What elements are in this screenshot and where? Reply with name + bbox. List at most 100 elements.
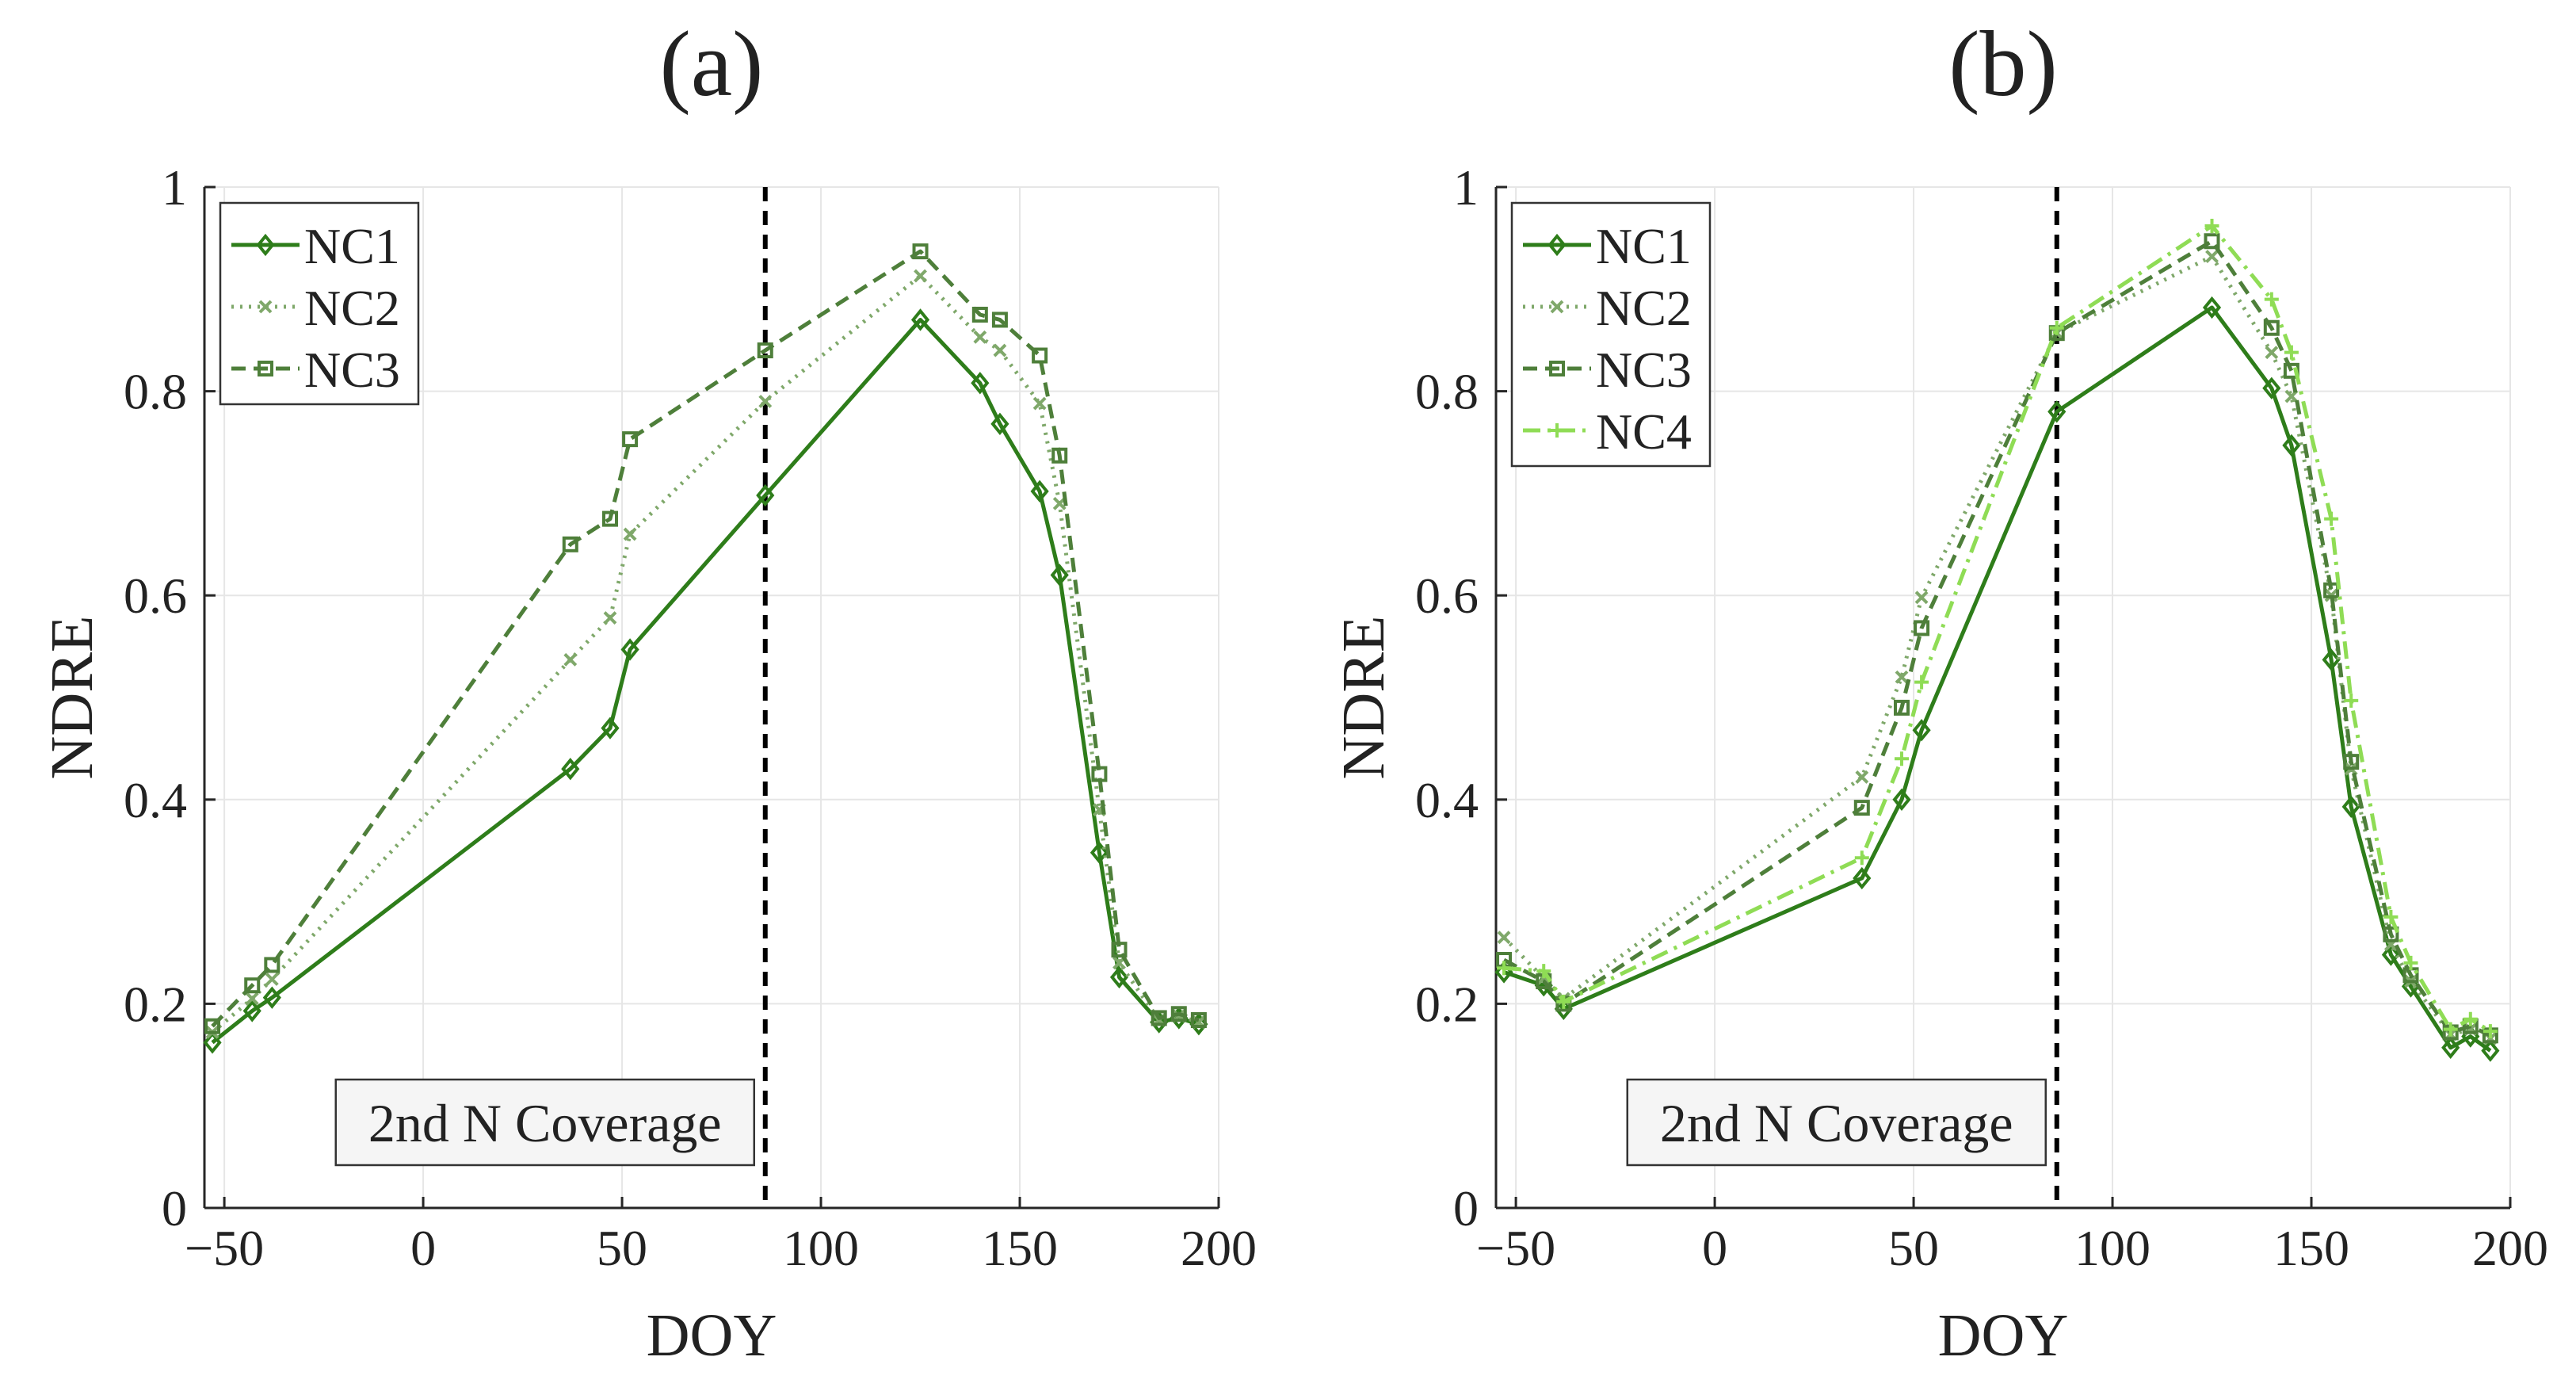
data-point bbox=[2401, 975, 2421, 998]
x-tick-label: 100 bbox=[783, 1220, 859, 1276]
series-nc3 bbox=[204, 243, 1207, 1034]
x-tick-label: 100 bbox=[2074, 1220, 2150, 1276]
data-point bbox=[1051, 447, 1068, 464]
data-point bbox=[2205, 250, 2219, 263]
y-tick-label: 0.6 bbox=[1415, 568, 1479, 624]
data-point bbox=[1030, 480, 1049, 503]
data-point bbox=[265, 973, 279, 986]
x-tick-label: 150 bbox=[2273, 1220, 2349, 1276]
series-nc4 bbox=[1497, 218, 2498, 1039]
data-point bbox=[204, 1018, 221, 1034]
data-point bbox=[262, 986, 281, 1009]
y-tick-label: 0 bbox=[162, 1180, 187, 1236]
data-point bbox=[1855, 770, 1869, 784]
annotation-text: 2nd N Coverage bbox=[368, 1093, 722, 1153]
data-point bbox=[991, 311, 1008, 328]
data-point bbox=[2263, 319, 2280, 336]
y-tick-label: 0.4 bbox=[124, 772, 187, 828]
data-point bbox=[2483, 1024, 2498, 1039]
x-tick-label: 50 bbox=[1888, 1220, 1939, 1276]
data-point bbox=[2441, 1036, 2460, 1059]
data-point bbox=[563, 652, 578, 667]
data-point bbox=[2047, 400, 2067, 423]
y-axis-label: NDRE bbox=[1330, 616, 1397, 780]
y-tick-label: 0.2 bbox=[1415, 976, 1479, 1032]
data-point bbox=[256, 233, 275, 257]
series-line bbox=[1503, 224, 2492, 1034]
data-point bbox=[623, 527, 637, 541]
y-tick-label: 0.8 bbox=[124, 364, 187, 420]
data-point bbox=[971, 307, 988, 323]
data-point bbox=[2383, 926, 2399, 942]
series-line bbox=[1503, 305, 2492, 1053]
data-point bbox=[562, 536, 578, 552]
data-point bbox=[1853, 800, 1870, 816]
data-point bbox=[1032, 396, 1047, 411]
data-point bbox=[912, 243, 929, 260]
data-point bbox=[264, 957, 280, 973]
data-point bbox=[2383, 909, 2399, 924]
x-tick-label: 200 bbox=[2472, 1220, 2548, 1276]
data-point bbox=[602, 510, 618, 527]
data-point bbox=[1151, 1010, 1167, 1026]
data-point bbox=[258, 300, 273, 314]
y-axis-label: NDRE bbox=[39, 616, 105, 780]
data-point bbox=[1895, 670, 1909, 684]
data-point bbox=[2282, 434, 2301, 457]
series-line bbox=[1502, 239, 2491, 1038]
data-point bbox=[2443, 1022, 2458, 1037]
data-point bbox=[622, 431, 639, 448]
data-point bbox=[2265, 346, 2279, 360]
series-nc1 bbox=[203, 308, 1208, 1054]
y-tick-label: 0 bbox=[1453, 1180, 1479, 1236]
x-tick-label: 0 bbox=[1702, 1220, 1727, 1276]
data-point bbox=[2481, 1039, 2500, 1062]
data-point bbox=[758, 395, 773, 408]
data-point bbox=[1091, 766, 1108, 782]
panel-label: (a) bbox=[660, 12, 764, 116]
data-point bbox=[1914, 590, 1929, 605]
data-point bbox=[2403, 955, 2418, 970]
data-point bbox=[1853, 866, 1872, 890]
legend-label: NC1 bbox=[304, 218, 400, 274]
x-axis-label: DOY bbox=[1938, 1302, 2069, 1369]
data-point bbox=[258, 361, 273, 376]
data-point bbox=[561, 758, 580, 781]
legend-label: NC4 bbox=[1596, 403, 1692, 460]
data-point bbox=[1892, 788, 1911, 811]
data-point bbox=[2264, 292, 2279, 307]
y-tick-label: 1 bbox=[162, 159, 187, 216]
data-point bbox=[2463, 1011, 2478, 1026]
data-point bbox=[1550, 300, 1564, 314]
data-point bbox=[757, 342, 773, 359]
data-point bbox=[1190, 1012, 1207, 1029]
chart-panel-b: (b)−50 0 50 100 150 20000.20.40.60.81DOYNDRE2… bbox=[1330, 12, 2548, 1369]
y-tick-label: 0.4 bbox=[1415, 772, 1479, 828]
series-line bbox=[211, 317, 1200, 1045]
x-tick-label: −50 bbox=[185, 1220, 264, 1276]
data-point bbox=[1497, 961, 1512, 976]
data-point bbox=[1895, 751, 1909, 766]
data-point bbox=[993, 343, 1007, 357]
legend-box bbox=[219, 201, 420, 406]
data-point bbox=[1914, 675, 1929, 690]
annotation-box bbox=[334, 1078, 756, 1167]
data-point bbox=[1170, 1006, 1187, 1022]
data-point bbox=[1050, 564, 1069, 587]
data-point bbox=[914, 269, 927, 283]
data-point bbox=[1032, 347, 1048, 364]
data-point bbox=[601, 717, 620, 740]
data-point bbox=[2341, 795, 2360, 818]
legend-label: NC3 bbox=[1596, 342, 1692, 398]
chart-panel-a: (a)−50 0 50 100 150 20000.20.40.60.81DOYNDRE2… bbox=[39, 12, 1257, 1369]
data-point bbox=[1548, 233, 1567, 257]
data-point bbox=[973, 330, 987, 344]
data-point bbox=[1914, 620, 1930, 636]
y-tick-label: 1 bbox=[1453, 159, 1479, 216]
x-tick-label: 0 bbox=[410, 1220, 436, 1276]
legend-label: NC3 bbox=[304, 342, 400, 398]
x-tick-label: 150 bbox=[982, 1220, 1058, 1276]
y-tick-label: 0.2 bbox=[124, 976, 187, 1032]
